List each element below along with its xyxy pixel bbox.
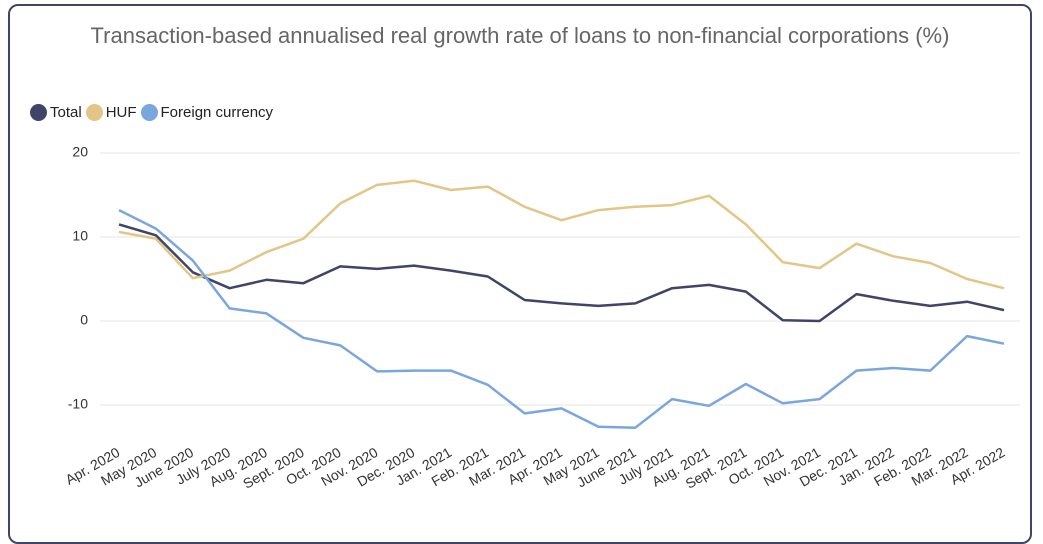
legend-swatch	[140, 104, 158, 121]
legend-swatch	[30, 104, 47, 121]
legend-item[interactable]: Foreign currency	[140, 104, 274, 121]
line	[118, 179, 1005, 290]
legend-label: Total	[50, 104, 82, 121]
y-tick-label: 10	[72, 228, 88, 244]
y-tick-label: -10	[68, 396, 88, 412]
y-tick-label: 0	[80, 312, 88, 328]
legend-label: HUF	[105, 104, 137, 121]
y-tick-label: 20	[72, 144, 88, 160]
chart-title: Transaction-based annualised real growth…	[90, 23, 950, 48]
line	[118, 208, 1005, 429]
legend-label: Foreign currency	[160, 104, 274, 121]
line	[118, 223, 1005, 323]
legend-item[interactable]: Total	[30, 104, 82, 121]
legend: Total HUF Foreign currency	[30, 104, 273, 121]
legend-swatch	[85, 104, 103, 121]
legend-item[interactable]: HUF	[85, 104, 137, 121]
